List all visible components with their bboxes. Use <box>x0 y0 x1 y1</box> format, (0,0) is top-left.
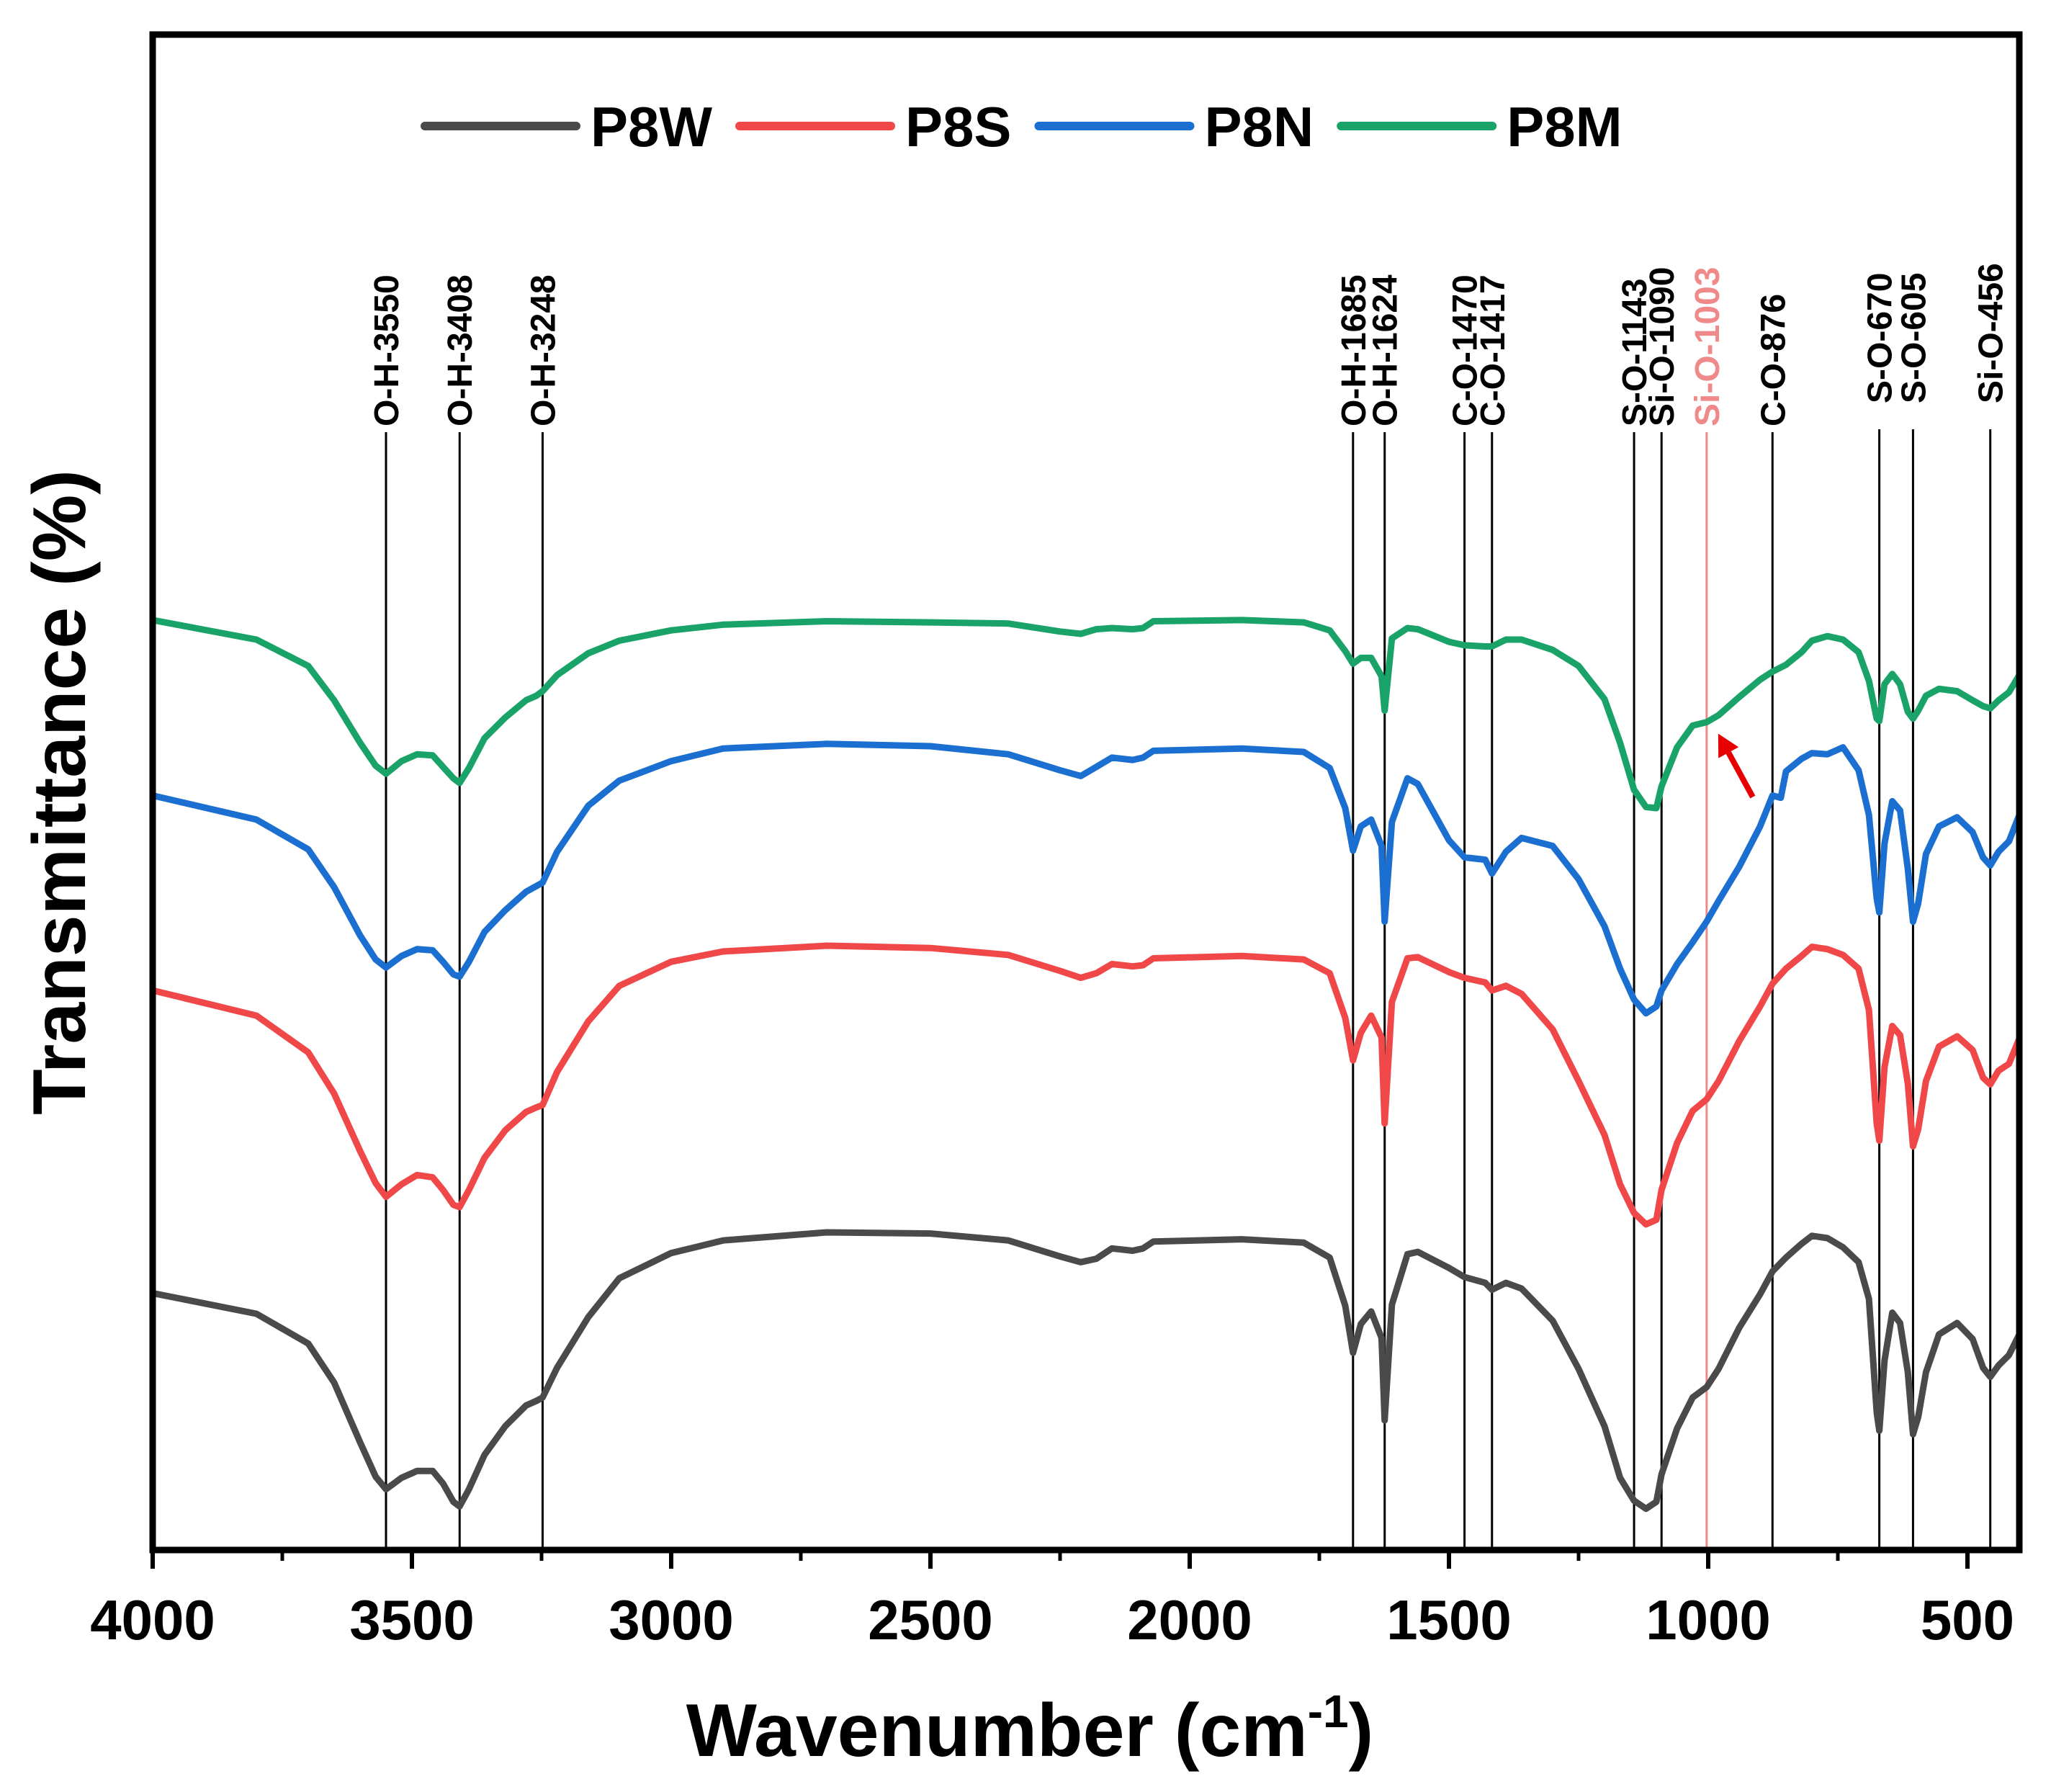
peak-label-2: O-H-3248 <box>524 274 562 426</box>
peak-label-9: Si-O-1003 <box>1689 267 1727 426</box>
x-axis-title-superscript: -1 <box>1308 1685 1349 1737</box>
peak-label-5: C-O-1470 <box>1447 274 1485 426</box>
peak-label-10: C-O-876 <box>1754 294 1792 426</box>
peak-label-1: O-H-3408 <box>441 274 480 426</box>
peak-label-11: S-O-670 <box>1862 273 1900 403</box>
x-axis-title-main: Wavenumber (cm <box>686 1689 1308 1773</box>
series-p8w <box>149 1229 2023 1513</box>
peak-label-6: C-O-1417 <box>1474 274 1512 426</box>
legend-label-p8w: P8W <box>591 95 712 158</box>
legend: P8W P8S P8N P8M <box>421 95 1623 158</box>
x-tick-label-6: 1000 <box>1646 1588 1771 1652</box>
x-tick-label-5: 1500 <box>1386 1588 1512 1652</box>
peak-label-7: S-O-1143 <box>1616 279 1654 426</box>
x-axis-ticks: 4000 3500 3000 2500 2000 1500 1000 500 <box>90 1550 2014 1652</box>
spectra-series <box>149 617 2023 1513</box>
legend-label-p8s: P8S <box>905 95 1011 158</box>
x-tick-label-3: 2500 <box>868 1588 993 1652</box>
arrow-shaft <box>1725 751 1756 799</box>
peak-label-0: O-H-3550 <box>368 274 406 426</box>
x-tick-label-1: 3500 <box>349 1588 475 1652</box>
plot-frame <box>149 31 2023 1554</box>
x-tick-label-4: 2000 <box>1127 1588 1252 1652</box>
x-axis-title: Wavenumber (cm-1) <box>686 1685 1374 1773</box>
peak-label-12: S-O-605 <box>1895 273 1933 403</box>
x-tick-label-7: 500 <box>1921 1588 2014 1652</box>
series-p8n <box>149 740 2023 1017</box>
annotation-arrow-group <box>1718 733 1756 799</box>
x-tick-label-0: 4000 <box>90 1588 215 1652</box>
arrow-head <box>1718 733 1739 758</box>
series-p8s <box>149 942 2023 1228</box>
peak-label-8: Si-O-1090 <box>1643 267 1682 426</box>
peak-label-13: Si-O-456 <box>1973 263 2011 403</box>
x-tick-label-2: 3000 <box>609 1588 734 1652</box>
peak-label-4: O-H-1624 <box>1367 274 1405 426</box>
legend-label-p8m: P8M <box>1507 95 1622 158</box>
series-p8m <box>149 617 2023 812</box>
y-axis-title: Transmittance (%) <box>18 470 102 1115</box>
x-axis-title-close: ) <box>1349 1689 1374 1773</box>
legend-label-p8n: P8N <box>1204 95 1314 158</box>
peak-label-3: O-H-1685 <box>1335 274 1373 426</box>
